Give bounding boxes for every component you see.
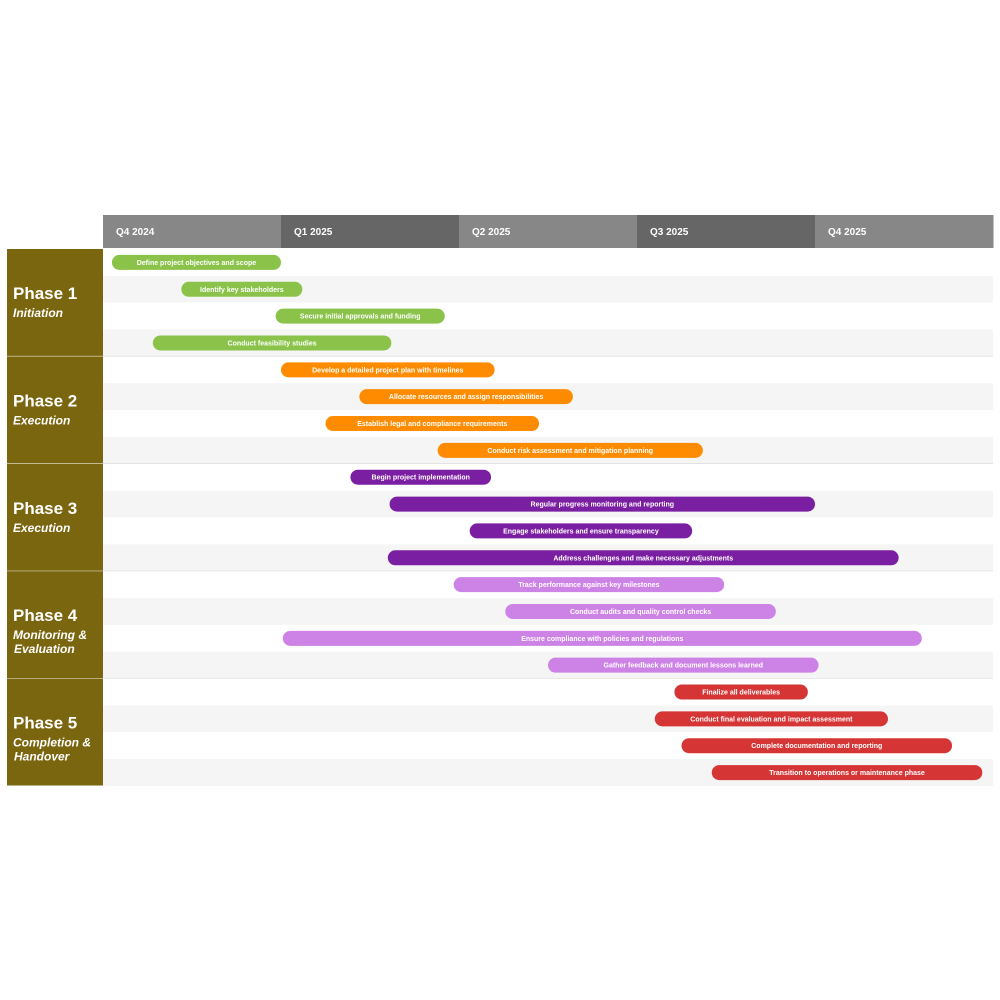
task-bar [711, 765, 983, 781]
phase-subtitle: Initiation [13, 306, 63, 320]
row-stripes [103, 249, 993, 786]
task-label: Establish legal and compliance requireme… [357, 421, 507, 428]
phase-block [7, 678, 103, 786]
row-stripe [103, 302, 993, 330]
phase-block [7, 249, 103, 357]
task-bar [654, 711, 888, 727]
quarter-label: Q1 2025 [294, 227, 333, 238]
row-stripe [103, 678, 993, 706]
task-bar [325, 416, 540, 432]
phase-subtitle: Monitoring & [13, 628, 87, 642]
row-stripe [103, 356, 993, 384]
task-bar [281, 362, 495, 378]
task-bar [469, 523, 693, 539]
task-label: Transition to operations or maintenance … [769, 770, 925, 777]
quarter-cell [459, 215, 638, 248]
task-label: Conduct feasibility studies [228, 340, 317, 347]
phase-block [7, 356, 103, 464]
task-bar [359, 389, 573, 405]
task-label: Conduct final evaluation and impact asse… [690, 716, 853, 723]
task-label: Identify key stakeholders [200, 287, 284, 294]
task-label: Conduct risk assessment and mitigation p… [487, 448, 653, 455]
task-bar [350, 469, 492, 485]
task-bar [389, 496, 815, 512]
phase-block [7, 571, 103, 679]
phase-subtitle: Execution [13, 521, 70, 535]
phase-subtitle: Handover [14, 750, 71, 764]
phase-subtitle: Evaluation [14, 642, 75, 656]
quarter-cell [281, 215, 460, 248]
phase-subtitle: Completion & [13, 736, 91, 750]
row-stripe [103, 410, 993, 437]
quarter-label: Q3 2025 [650, 227, 689, 238]
quarter-label: Q4 2025 [828, 227, 867, 238]
task-bar [505, 603, 776, 619]
task-bar [437, 442, 703, 458]
task-bar [181, 281, 303, 297]
task-bar [282, 630, 922, 646]
quarter-cell [637, 215, 816, 248]
task-label: Address challenges and make necessary ad… [553, 555, 733, 562]
task-bar [681, 738, 953, 754]
task-bar [548, 657, 819, 673]
task-label: Begin project implementation [372, 475, 470, 482]
quarter-label: Q4 2024 [116, 227, 155, 238]
task-bar [275, 308, 445, 324]
task-label: Conduct audits and quality control check… [570, 609, 711, 616]
quarter-label: Q2 2025 [472, 227, 511, 238]
phase-title: Phase 1 [13, 284, 77, 303]
task-label: Finalize all deliverables [702, 690, 780, 697]
phase-block [7, 463, 103, 572]
task-bar [152, 335, 392, 351]
task-label: Develop a detailed project plan with tim… [312, 367, 463, 374]
task-bar [674, 684, 808, 700]
phase-title: Phase 2 [13, 391, 77, 410]
phase-blocks: Phase 1 Initiation Phase 2 Execution Phase 3… [7, 249, 103, 787]
quarter-cell [103, 215, 282, 248]
task-label: Define project objectives and scope [137, 260, 257, 267]
task-bar [111, 254, 282, 270]
phase-title: Phase 3 [13, 499, 77, 518]
task-label: Allocate resources and assign responsibi… [389, 394, 544, 401]
task-label: Ensure compliance with policies and regu… [521, 636, 683, 643]
quarter-cell [815, 215, 994, 248]
task-label: Regular progress monitoring and reportin… [531, 502, 675, 509]
task-bars: Define project objectives and scope Ident… [111, 254, 983, 781]
phase-subtitle: Execution [13, 413, 70, 427]
phase-title: Phase 4 [13, 606, 78, 625]
task-bar [387, 550, 899, 566]
row-stripe [103, 463, 993, 491]
quarter-header: Q4 2024 Q1 2025 Q2 2025 Q3 2025 Q4 2025 [103, 215, 994, 248]
task-label: Track performance against key milestones [518, 582, 659, 589]
task-label: Complete documentation and reporting [751, 743, 882, 750]
phase-title: Phase 5 [13, 714, 77, 733]
task-label: Secure initial approvals and funding [300, 314, 421, 321]
task-label: Engage stakeholders and ensure transpare… [503, 528, 659, 535]
task-label: Gather feedback and document lessons lea… [604, 663, 764, 670]
task-bar [453, 577, 725, 593]
